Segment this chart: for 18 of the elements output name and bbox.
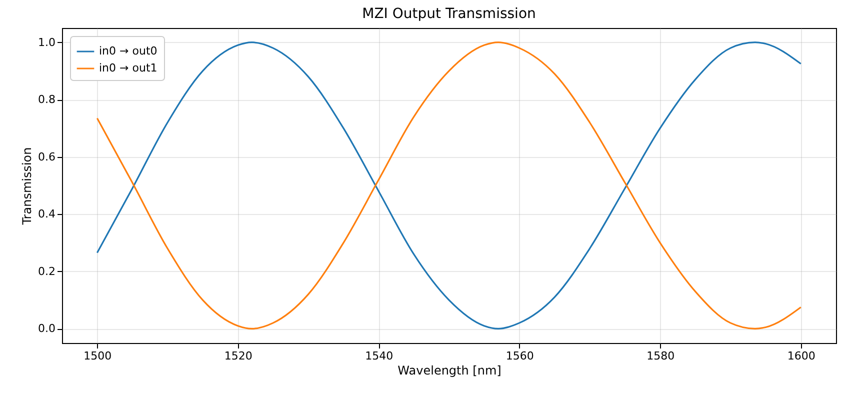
line-series [96,42,802,330]
legend-label: in0 → out1 [99,62,158,74]
x-tick-label: 1600 [787,350,816,362]
y-tick-label: 0.8 [38,93,56,106]
x-tick-label: 1500 [84,350,112,362]
x-tick-label: 1560 [506,350,534,362]
x-axis-title: Wavelength [nm] [398,364,502,378]
y-tick-label: 0.4 [38,208,56,221]
y-tick-label: 0.2 [38,264,56,278]
legend-label: in0 → out0 [99,44,158,58]
x-tick-label: 1520 [224,350,252,362]
y-tick-label: 0.0 [38,322,56,336]
y-tick-label: 0.6 [38,150,56,164]
x-tick-label: 1540 [365,350,394,362]
x-tick-label: 1580 [646,350,675,362]
y-axis-title: Transmission [20,147,34,226]
chart-title: MZI Output Transmission [362,6,536,22]
y-tick-label: 1.0 [38,36,56,49]
